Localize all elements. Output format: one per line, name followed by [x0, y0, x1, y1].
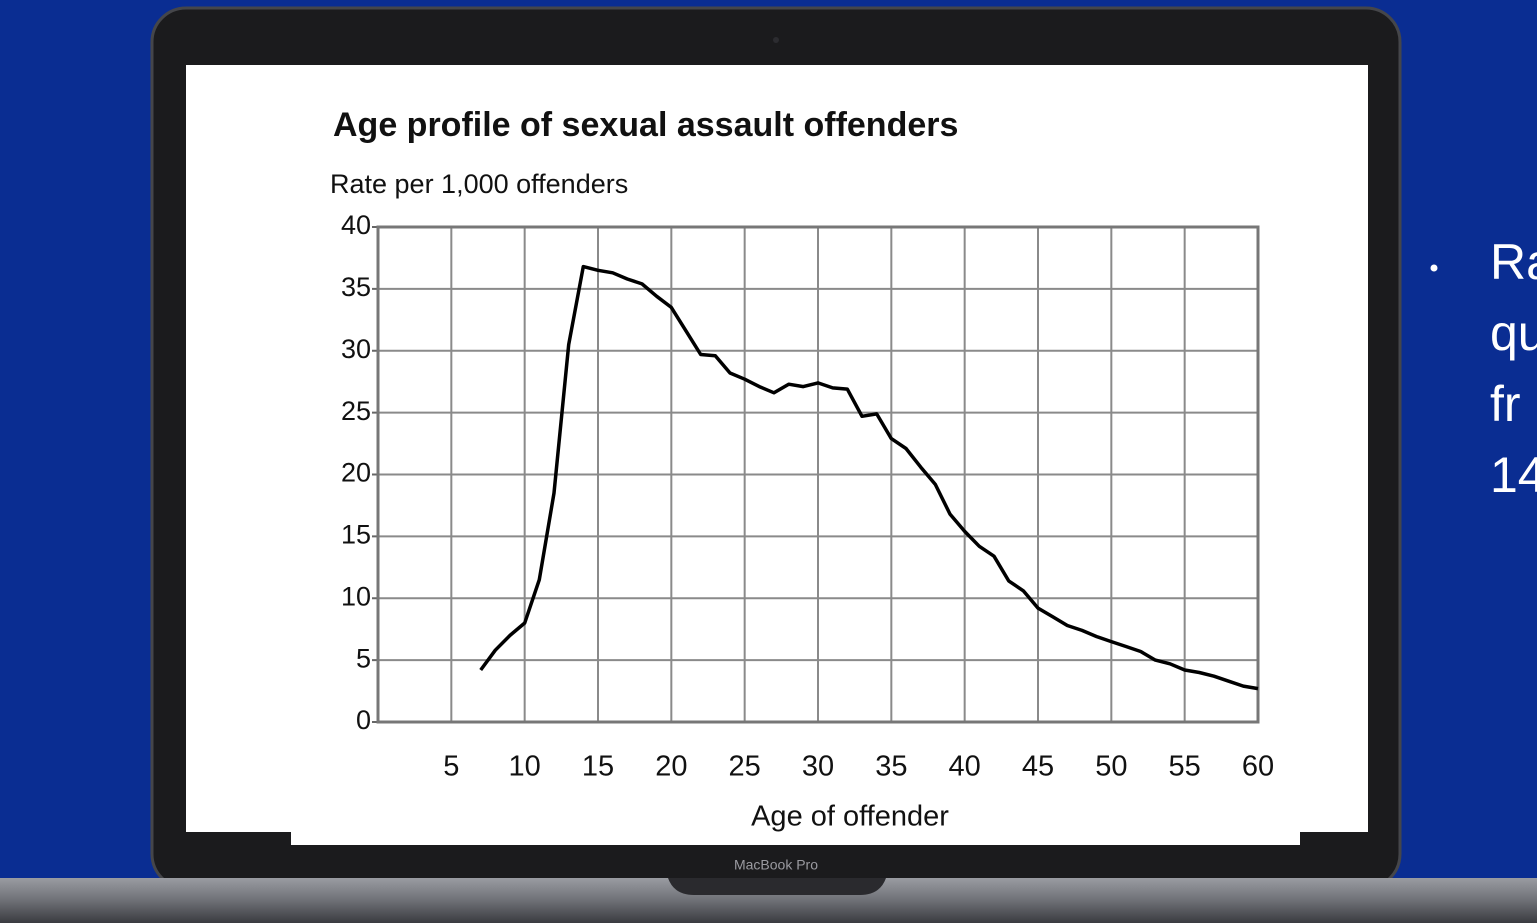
y-tick-label: 0: [356, 705, 371, 735]
y-tick-label: 15: [341, 520, 371, 550]
x-tick-label: 25: [729, 751, 761, 783]
y-tick-label: 40: [341, 210, 371, 240]
x-tick-label: 15: [582, 751, 614, 783]
x-tick-label: 20: [655, 751, 687, 783]
y-axis-label: Rate per 1,000 offenders: [330, 169, 628, 199]
laptop-notch: [668, 878, 886, 895]
bullet-line: 14: [1490, 447, 1537, 503]
bullet-line: Ra: [1490, 234, 1537, 290]
bullet-line: fr: [1490, 376, 1521, 432]
x-tick-label: 45: [1022, 751, 1054, 783]
x-tick-label: 60: [1242, 751, 1274, 783]
x-tick-label: 50: [1095, 751, 1127, 783]
bullet-text: Ra qu fr 14: [1490, 234, 1537, 503]
bullet-line: qu: [1490, 305, 1537, 361]
x-axis-label: Age of offender: [751, 801, 949, 833]
x-tick-label: 10: [509, 751, 541, 783]
camera: [773, 37, 779, 43]
screen: [186, 65, 1368, 832]
screen-extension: [291, 828, 1300, 845]
chart-title: Age profile of sexual assault offenders: [333, 106, 958, 144]
x-tick-label: 30: [802, 751, 834, 783]
y-tick-label: 25: [341, 396, 371, 426]
x-tick-label: 5: [443, 751, 459, 783]
x-tick-label: 35: [875, 751, 907, 783]
y-tick-label: 5: [356, 643, 371, 673]
y-tick-label: 30: [341, 334, 371, 364]
device-label: MacBook Pro: [734, 857, 818, 873]
data-line: [479, 264, 1259, 691]
bullet: [1430, 264, 1438, 272]
x-tick-label: 40: [949, 751, 981, 783]
plot-frame: [376, 225, 1260, 724]
y-tick-label: 20: [341, 458, 371, 488]
y-tick-label: 10: [341, 581, 371, 611]
x-tick-label: 55: [1169, 751, 1201, 783]
y-tick-label: 35: [341, 272, 371, 302]
